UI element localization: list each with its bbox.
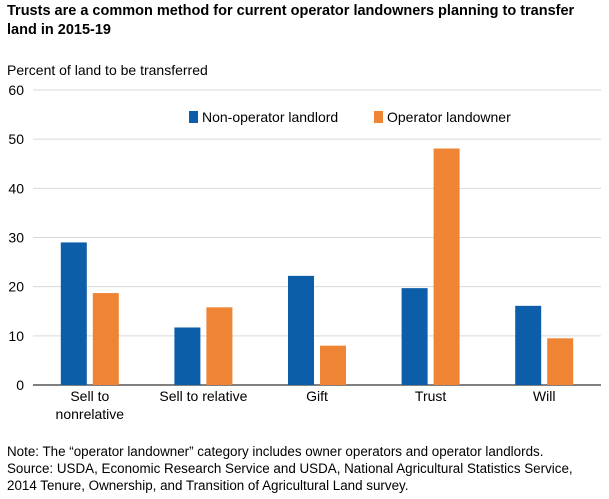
y-axis-label: Percent of land to be transferred — [7, 62, 208, 78]
bar-operator-landowner — [206, 307, 233, 385]
bar-non-operator-landlord — [515, 305, 542, 385]
y-tick-label: 10 — [8, 328, 24, 344]
x-tick-label: Sell to relative — [159, 388, 247, 404]
x-tick-label: nonrelative — [56, 406, 125, 422]
bar-non-operator-landlord — [288, 275, 314, 385]
bar-operator-landowner — [92, 293, 119, 385]
bar-non-operator-landlord — [401, 288, 428, 385]
source-text-line-2: 2014 Tenure, Ownership, and Transition o… — [7, 478, 409, 493]
source-text-line-1: Source: USDA, Economic Research Service … — [7, 461, 573, 476]
legend-swatch — [189, 111, 198, 123]
y-tick-label: 50 — [8, 131, 24, 147]
chart-title: Trusts are a common method for current o… — [7, 3, 575, 38]
y-tick-label: 0 — [16, 377, 24, 393]
y-tick-label: 20 — [8, 279, 24, 295]
y-tick-label: 30 — [8, 230, 24, 246]
x-tick-label: Will — [533, 388, 556, 404]
x-tick-label: Trust — [415, 388, 446, 404]
chart-footnote: Note: The “operator landowner” category … — [7, 443, 607, 494]
bar-operator-landowner — [433, 148, 460, 385]
bar-operator-landowner — [547, 338, 574, 385]
x-tick-label: Sell to — [70, 388, 109, 404]
bar-operator-landowner — [320, 345, 346, 385]
bar-chart: 0 10 20 30 40 50 60 Sell to nonrelative Sell to r… — [8, 82, 601, 422]
x-tick-label: Gift — [306, 388, 328, 404]
bar-non-operator-landlord — [174, 327, 201, 385]
legend-swatch — [374, 111, 383, 123]
note-text: Note: The “operator landowner” category … — [7, 444, 544, 459]
y-tick-label: 40 — [8, 180, 24, 196]
legend-label: Operator landowner — [387, 109, 511, 125]
bar-non-operator-landlord — [60, 242, 87, 385]
y-tick-label: 60 — [8, 82, 24, 98]
legend-label: Non-operator landlord — [202, 109, 338, 125]
